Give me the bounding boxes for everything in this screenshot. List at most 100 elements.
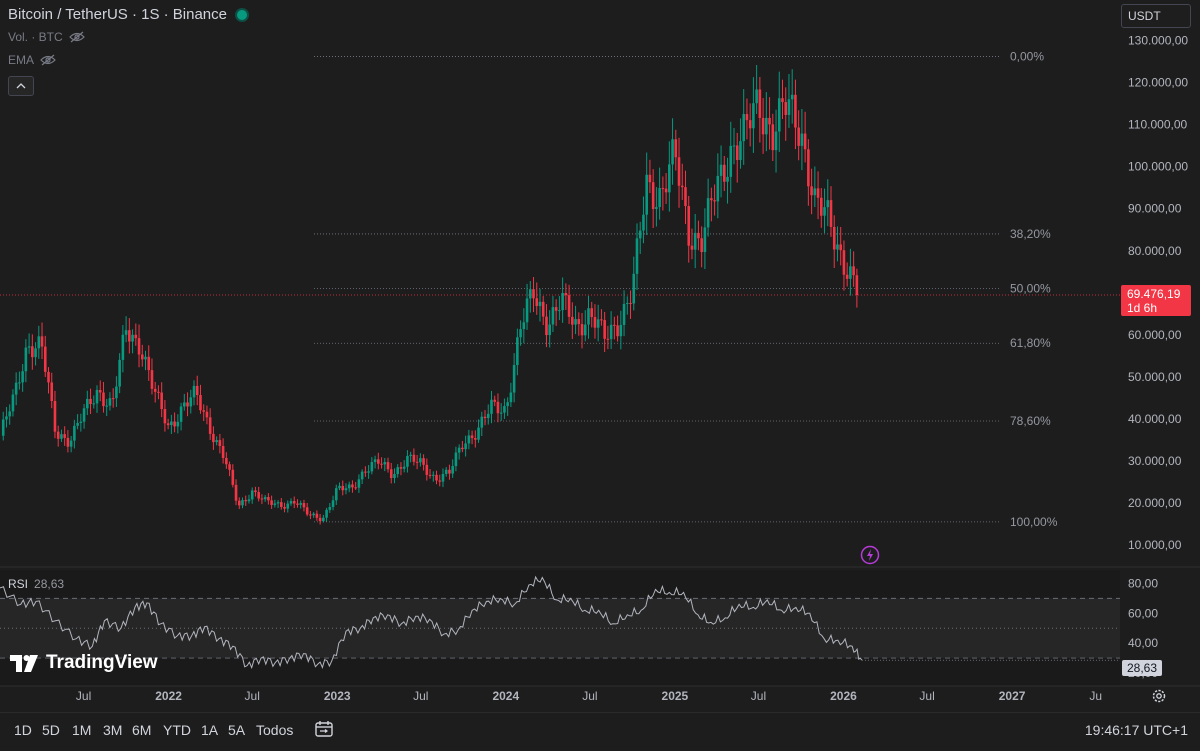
candle-body — [383, 462, 387, 465]
candle-body — [561, 292, 564, 311]
candle-body — [344, 488, 348, 491]
volume-legend[interactable]: Vol. · BTC — [8, 30, 85, 44]
candle-body — [27, 346, 31, 348]
candle-body — [574, 319, 577, 325]
candle-body — [794, 94, 797, 128]
candle-body — [380, 463, 383, 465]
timeframe-5a-button[interactable]: 5A — [228, 722, 246, 738]
timeframe-1d-button[interactable]: 1D — [14, 722, 32, 738]
candle-body — [89, 398, 92, 405]
chevron-up-icon — [16, 83, 26, 89]
lightning-icon[interactable] — [860, 545, 880, 565]
candle-body — [406, 455, 409, 467]
fib-level-label: 78,60% — [1010, 414, 1051, 428]
candle-body — [435, 474, 438, 481]
candle-body — [409, 454, 412, 456]
price-axis-tick-label: 80.000,00 — [1128, 244, 1182, 258]
price-axis-tick-label: 20.000,00 — [1128, 496, 1182, 510]
candle-body — [661, 188, 665, 190]
candle-body — [351, 484, 354, 488]
candle-body — [532, 289, 535, 299]
candle-body — [470, 435, 474, 439]
candle-body — [448, 469, 451, 474]
candle-body — [629, 302, 632, 304]
candle-body — [713, 200, 716, 202]
volume-legend-label: Vol. · BTC — [8, 30, 63, 44]
collapse-legend-button[interactable] — [8, 76, 34, 96]
timeframe-1m-button[interactable]: 1M — [72, 722, 92, 738]
candle-body — [299, 503, 303, 505]
symbol-title: Bitcoin / TetherUS · 1S · Binance — [8, 6, 227, 23]
time-axis-tick-label: 2023 — [324, 689, 351, 703]
time-axis-tick-label: 2024 — [492, 689, 519, 703]
timeframe-all-button[interactable]: Todos — [256, 722, 294, 738]
candle-body — [787, 99, 791, 115]
candle-body — [519, 329, 522, 338]
candle-body — [493, 399, 497, 402]
time-axis-tick-label: 2027 — [999, 689, 1026, 703]
symbol-title-bar[interactable]: Bitcoin / TetherUS · 1S · Binance — [8, 6, 249, 23]
candle-body — [140, 354, 144, 360]
candle-body — [765, 117, 768, 135]
candle-body — [583, 324, 587, 336]
timeframe-6m-button[interactable]: 6M — [132, 722, 152, 738]
rsi-legend[interactable]: RSI 28,63 — [8, 577, 64, 591]
candle-body — [189, 397, 193, 407]
candle-body — [496, 401, 500, 414]
candle-body — [108, 398, 112, 406]
timeframe-5d-button[interactable]: 5D — [42, 722, 60, 738]
timeframe-3m-button[interactable]: 3M — [103, 722, 123, 738]
candle-body — [642, 214, 645, 231]
candle-body — [593, 317, 597, 328]
fib-level-label: 50,00% — [1010, 282, 1051, 296]
candle-body — [635, 238, 639, 274]
candle-body — [483, 416, 487, 419]
candle-body — [163, 409, 167, 424]
candle-body — [322, 517, 325, 522]
price-axis-tick-label: 30.000,00 — [1128, 454, 1182, 468]
price-axis-tick-label: 60.000,00 — [1128, 328, 1182, 342]
time-axis-tick-label: Jul — [582, 689, 597, 703]
candle-body — [273, 503, 277, 505]
candle-body — [807, 149, 810, 187]
candle-body — [464, 443, 467, 450]
candle-body — [609, 324, 613, 340]
timeframe-1a-button[interactable]: 1A — [201, 722, 219, 738]
candle-body — [364, 471, 367, 473]
candle-body — [69, 440, 73, 447]
candle-body — [706, 198, 710, 228]
eye-slash-icon[interactable] — [68, 31, 85, 43]
candle-body — [31, 346, 34, 358]
candle-body — [302, 503, 306, 508]
candle-body — [5, 416, 8, 420]
time-axis-tick-label: 2025 — [662, 689, 689, 703]
gear-icon[interactable] — [1151, 688, 1167, 704]
utc-clock[interactable]: 19:46:17 UTC+1 — [1084, 722, 1188, 738]
candle-body — [244, 500, 248, 502]
candle-body — [14, 382, 18, 395]
bottom-toolbar: 1D 5D 1M 3M 6M YTD 1A 5A Todos 19:46:17 … — [0, 712, 1200, 751]
candle-body — [338, 485, 341, 489]
candle-body — [121, 334, 125, 360]
calendar-icon[interactable] — [314, 719, 334, 739]
ema-legend-label: EMA — [8, 53, 35, 67]
currency-label: USDT — [1128, 9, 1161, 23]
candle-body — [334, 488, 338, 501]
timeframe-ytd-button[interactable]: YTD — [163, 722, 191, 738]
candle-body — [480, 416, 484, 428]
candle-body — [716, 175, 720, 202]
price-axis-tick-label: 10.000,00 — [1128, 538, 1182, 552]
tradingview-logo: TradingView — [10, 652, 158, 674]
candle-body — [503, 406, 506, 413]
candle-body — [622, 303, 626, 325]
eye-slash-icon[interactable] — [40, 54, 56, 66]
candle-body — [179, 406, 183, 422]
ema-legend[interactable]: EMA — [8, 53, 56, 67]
tradingview-logo-text: TradingView — [46, 652, 158, 673]
candle-body — [797, 127, 800, 146]
currency-selector[interactable]: USDT — [1121, 4, 1191, 28]
time-axis-tick-label: Jul — [413, 689, 428, 703]
candle-body — [215, 440, 218, 443]
candle-body — [205, 411, 209, 418]
